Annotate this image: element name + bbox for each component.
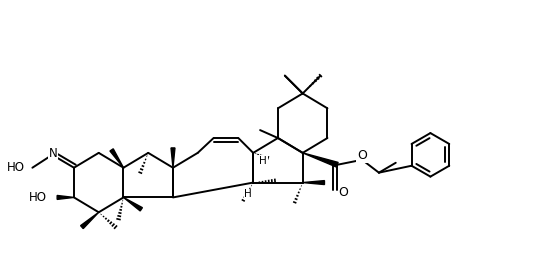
Polygon shape	[81, 212, 99, 228]
Polygon shape	[57, 195, 74, 199]
Text: H: H	[259, 156, 267, 166]
Text: HO: HO	[7, 161, 24, 174]
Polygon shape	[110, 149, 124, 168]
Polygon shape	[302, 181, 325, 185]
Text: N: N	[49, 147, 57, 160]
Polygon shape	[302, 153, 338, 167]
Polygon shape	[124, 197, 143, 211]
Polygon shape	[171, 148, 175, 168]
Text: HO: HO	[29, 191, 47, 204]
Text: H: H	[244, 190, 252, 199]
Text: O: O	[338, 186, 348, 199]
Text: O: O	[357, 149, 367, 162]
